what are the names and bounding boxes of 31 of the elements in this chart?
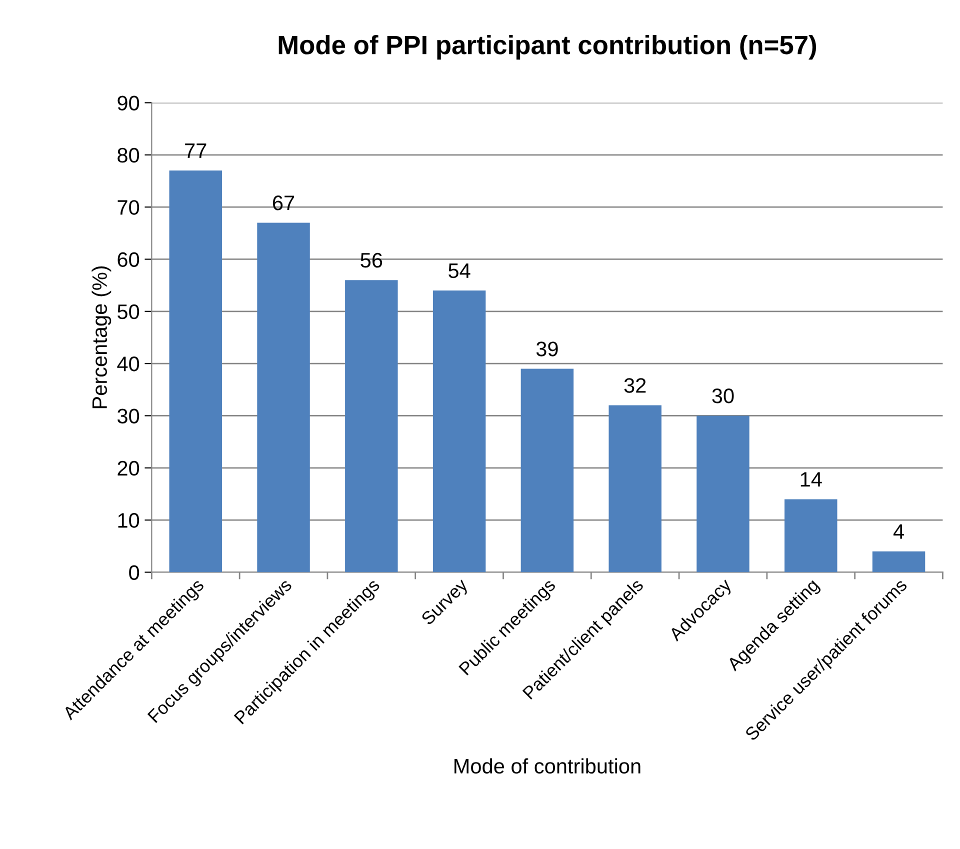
y-tick-label: 90 [118,96,140,110]
bar [520,368,574,572]
data-label: 54 [448,264,470,278]
bar [696,416,750,572]
bar [432,290,486,572]
data-label: 14 [800,472,822,487]
chart-title: Mode of PPI participant contribution (n=57) [278,34,816,60]
bar [872,551,926,572]
bar [608,405,662,572]
bar [169,170,222,572]
data-label: 77 [185,144,206,158]
data-label: 4 [893,524,904,539]
y-tick-label: 80 [118,148,140,163]
y-tick-label: 50 [118,304,140,320]
data-label: 56 [360,252,382,268]
data-label: 67 [272,196,294,210]
bar [257,222,310,572]
data-label: 32 [624,378,646,393]
data-label: 30 [712,388,734,404]
data-label: 39 [536,342,558,356]
bar [784,499,838,572]
bar [345,280,398,572]
x-axis-title: Mode of contribution [454,758,640,774]
y-tick-label: 20 [118,460,140,476]
y-axis-title: Percentage (%) [92,266,112,408]
y-tick-label: 30 [118,408,140,424]
y-tick-label: 10 [118,513,140,528]
y-tick-label: 60 [118,252,140,267]
y-tick-label: 70 [118,200,140,215]
y-tick-label: 40 [117,356,140,372]
y-tick-label: 0 [129,565,140,580]
